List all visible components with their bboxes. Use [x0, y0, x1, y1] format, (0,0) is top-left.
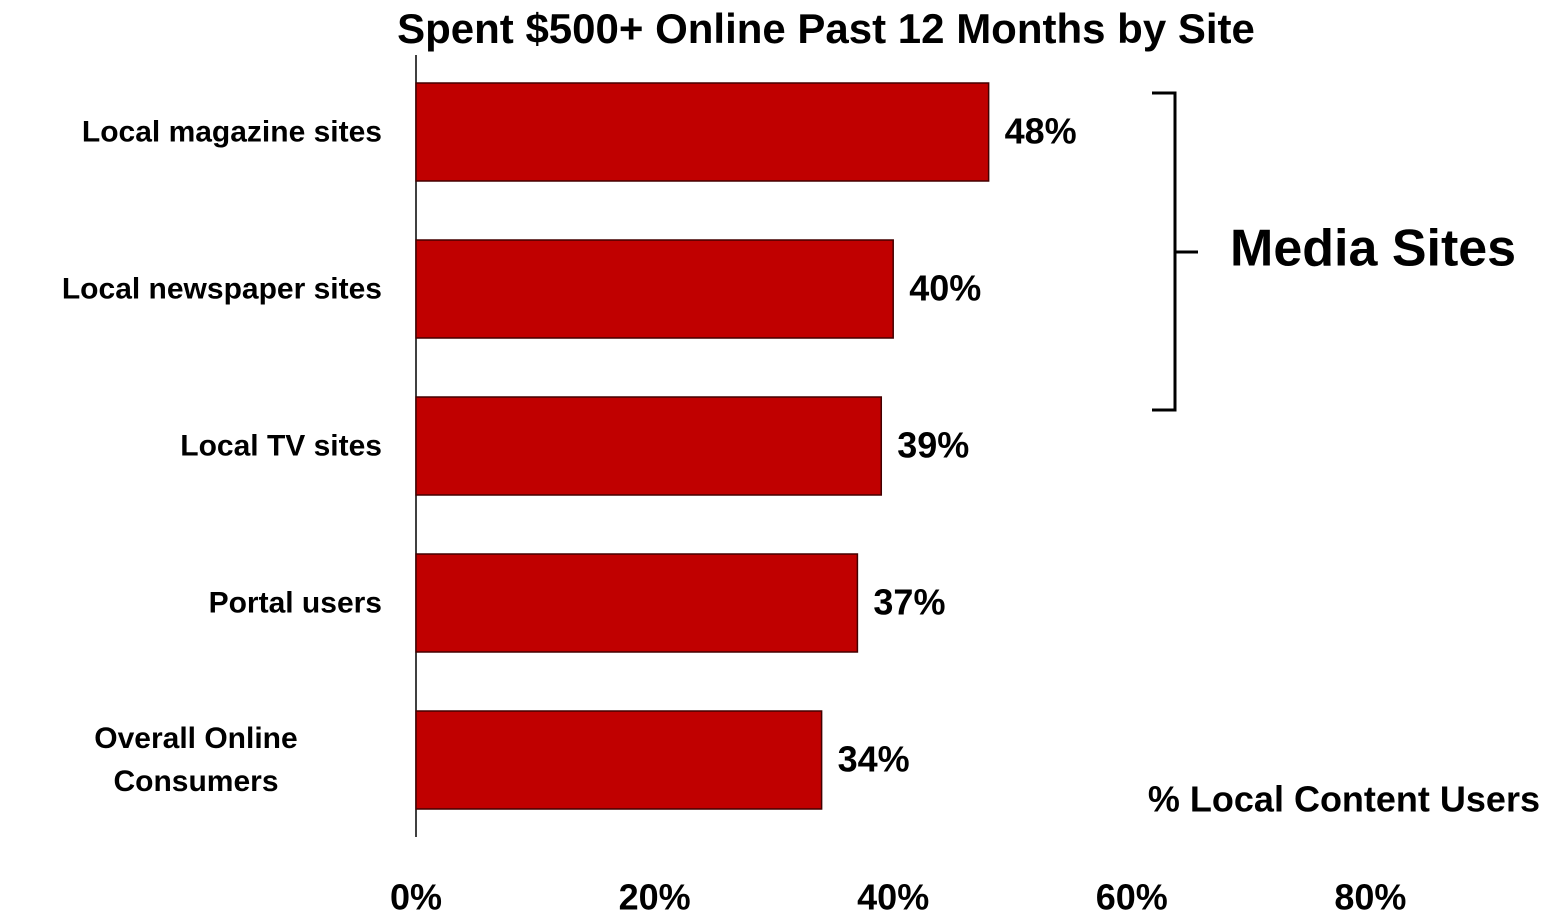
value-label: 37%	[873, 582, 945, 623]
value-label: 48%	[1005, 111, 1077, 152]
x-tick-label: 0%	[390, 877, 442, 917]
bar	[415, 396, 883, 496]
x-tick-label: 20%	[619, 877, 691, 917]
annotation: % Local Content Users	[1148, 779, 1540, 820]
value-label: 40%	[909, 268, 981, 309]
y-tick-label: Portal users	[208, 586, 382, 620]
chart-title: Spent $500+ Online Past 12 Months by Sit…	[397, 5, 1255, 52]
annotation: Media Sites	[1230, 220, 1516, 278]
y-tick-label: Local newspaper sites	[61, 272, 382, 306]
x-tick-label: 60%	[1096, 877, 1168, 917]
bar	[415, 553, 859, 653]
bar	[415, 710, 823, 810]
value-label: 34%	[838, 739, 910, 780]
bar	[415, 239, 894, 339]
bracket	[1152, 91, 1198, 412]
bar	[415, 82, 990, 182]
y-tick-label: Local magazine sites	[81, 115, 382, 149]
y-tick-label: Overall Online Consumers	[94, 722, 298, 798]
value-label: 39%	[897, 425, 969, 466]
y-tick-label: Local TV sites	[180, 429, 382, 463]
x-tick-label: 80%	[1334, 877, 1406, 917]
x-tick-label: 40%	[857, 877, 929, 917]
